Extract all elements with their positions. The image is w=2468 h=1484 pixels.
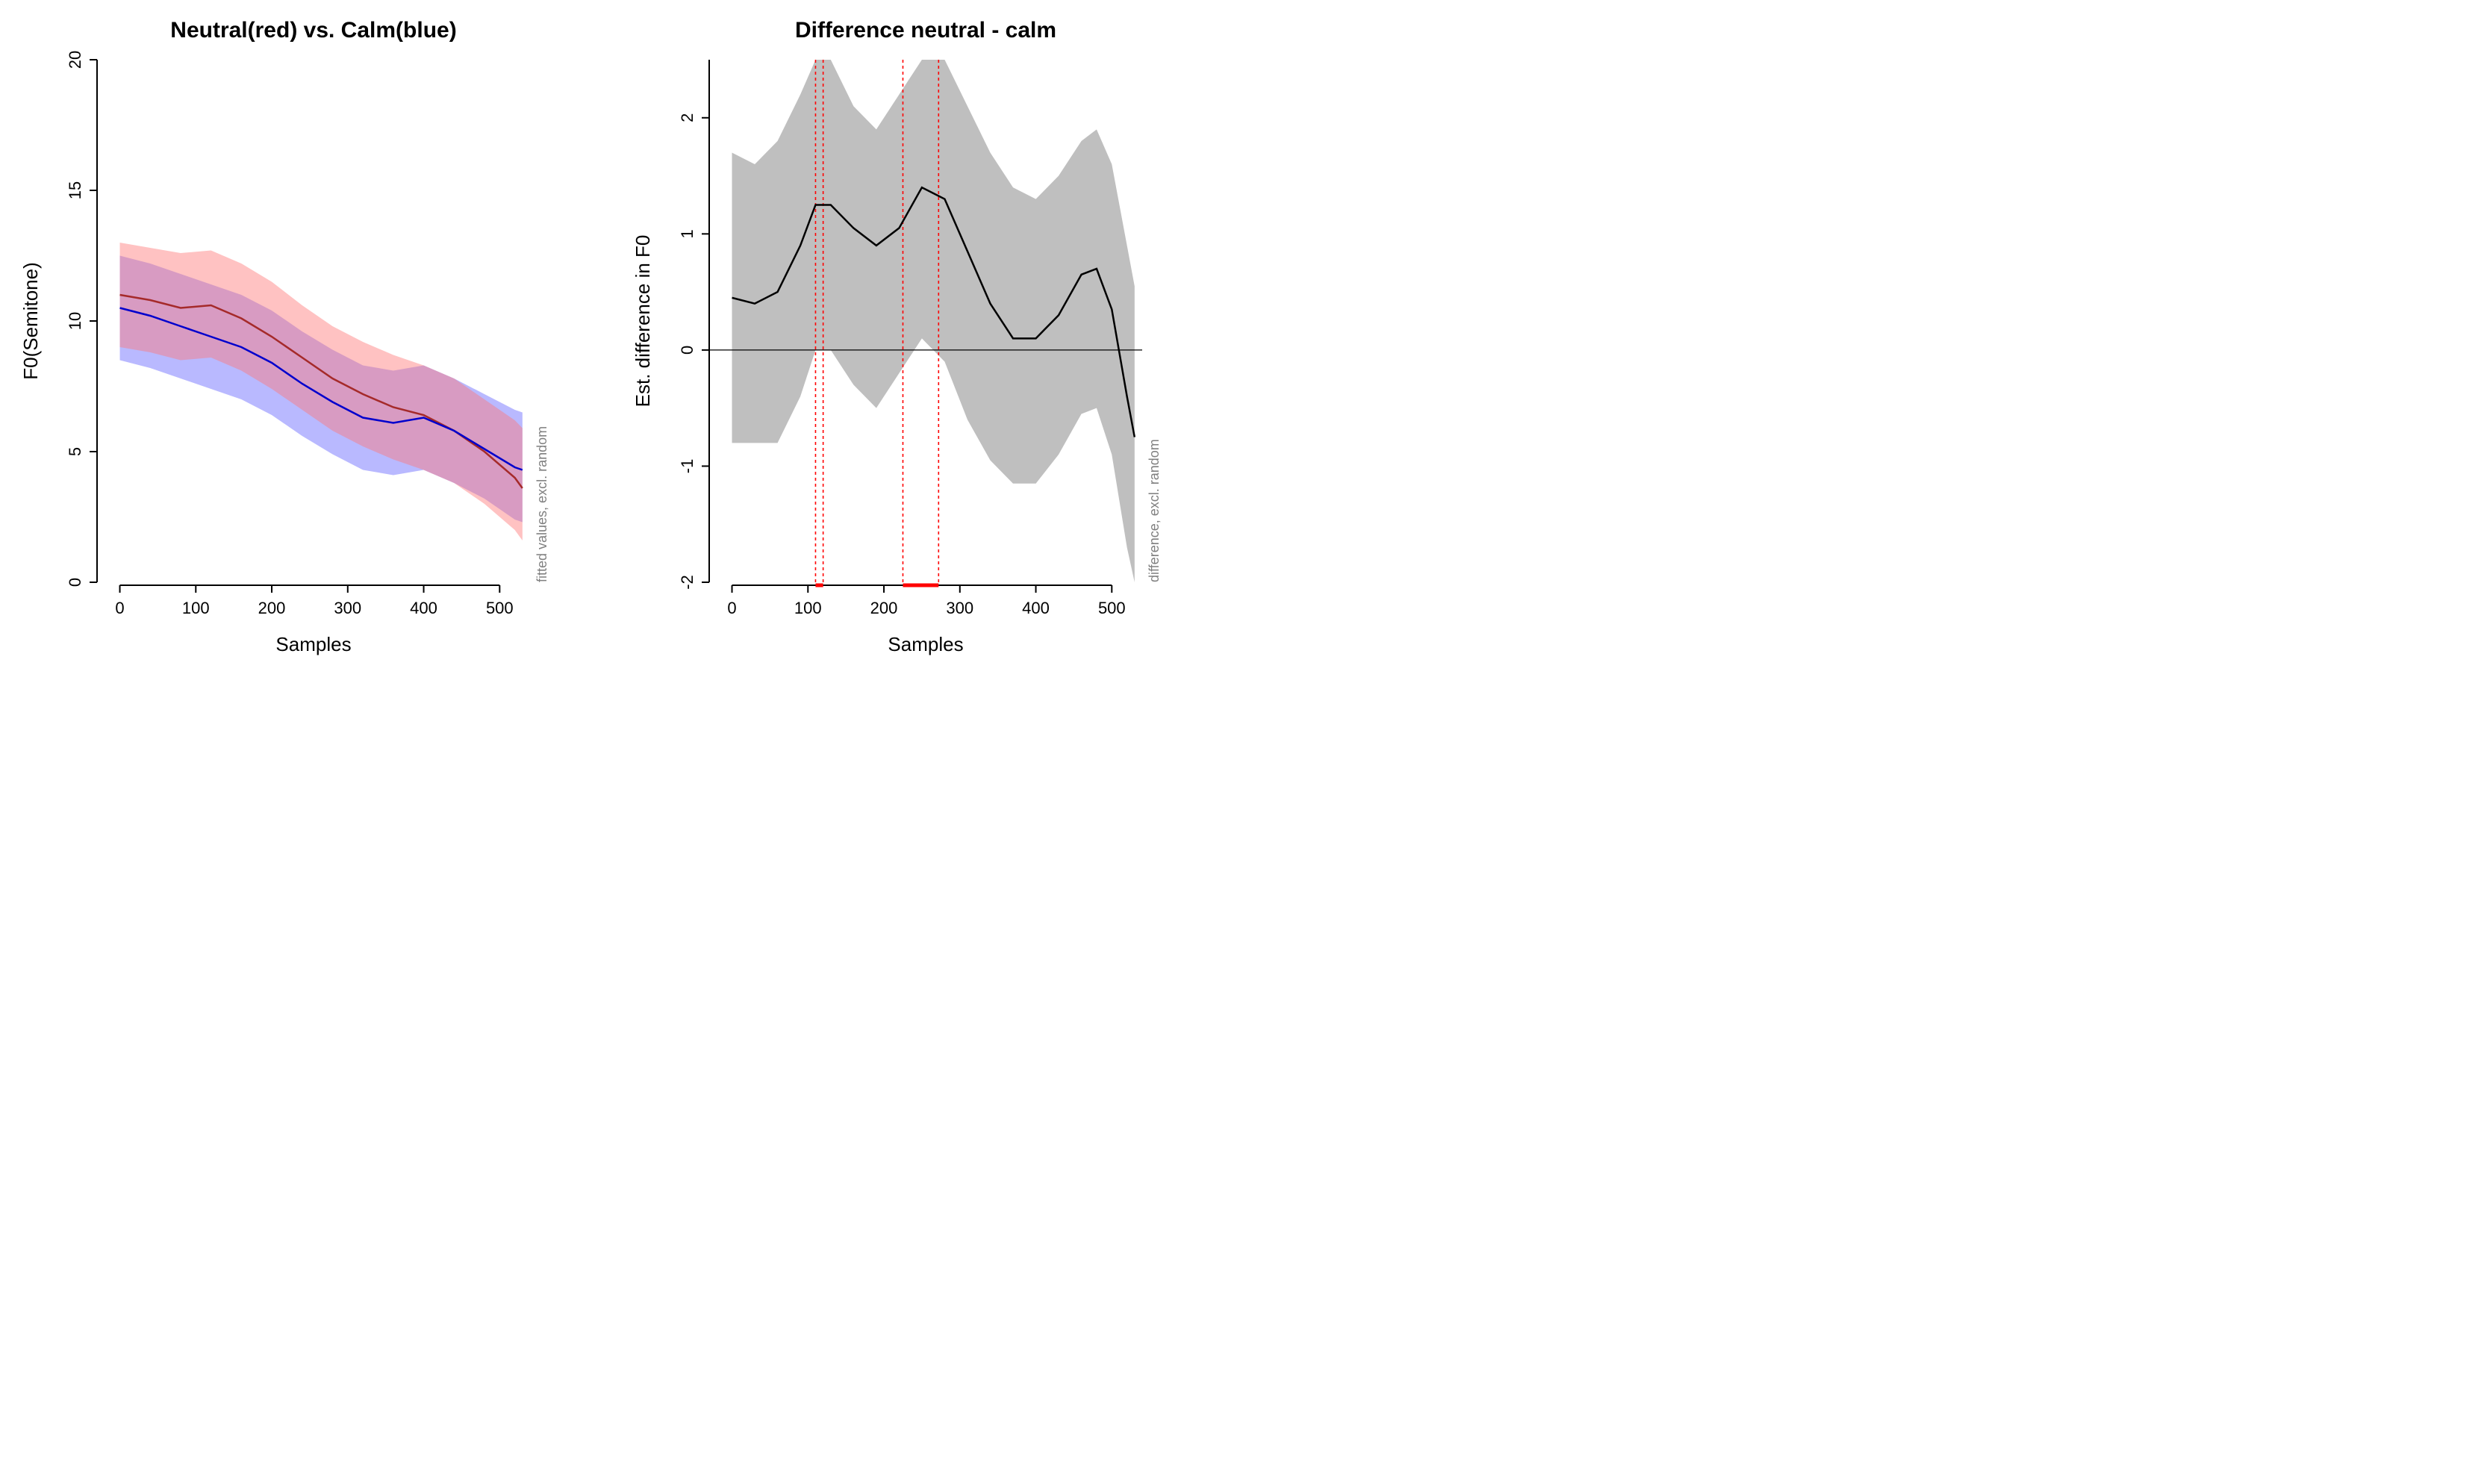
left-ylabel: F0(Semitone): [19, 262, 42, 380]
y-tick-label: -1: [678, 459, 697, 474]
y-tick-label: 2: [678, 113, 697, 122]
y-tick-label: 20: [66, 51, 84, 69]
difference-band: [732, 60, 1135, 582]
y-tick-label: 0: [678, 346, 697, 355]
x-tick-label: 300: [334, 599, 361, 617]
neutral-band: [120, 243, 523, 540]
y-tick-label: 15: [66, 181, 84, 199]
x-tick-label: 0: [727, 599, 736, 617]
right-side-note: difference, excl. random: [1147, 439, 1162, 582]
x-tick-label: 0: [115, 599, 124, 617]
left-side-note: fitted values, excl. random: [535, 426, 549, 582]
x-tick-label: 100: [182, 599, 210, 617]
right-ylabel: Est. difference in F0: [632, 235, 654, 408]
left-chart: Neutral(red) vs. Calm(blue)0510152001002…: [19, 18, 549, 655]
right-chart: Difference neutral - calm -2 -1 0 1 2 0 100 200 3…: [632, 18, 1162, 655]
left-chart-title: Neutral(red) vs. Calm(blue): [170, 18, 456, 43]
x-tick-label: 400: [410, 599, 437, 617]
x-tick-label: 400: [1022, 599, 1050, 617]
x-tick-label: 200: [258, 599, 286, 617]
x-tick-label: 300: [946, 599, 973, 617]
y-tick-label: 0: [66, 578, 84, 587]
x-tick-label: 500: [1098, 599, 1126, 617]
right-xlabel: Samples: [888, 633, 963, 655]
x-tick-label: 200: [870, 599, 898, 617]
y-tick-label: 5: [66, 447, 84, 456]
x-tick-label: 500: [486, 599, 514, 617]
left-xlabel: Samples: [275, 633, 351, 655]
right-chart-title: Difference neutral - calm: [795, 18, 1056, 43]
y-tick-label: -2: [678, 575, 697, 590]
y-tick-label: 10: [66, 312, 84, 330]
y-tick-label: 1: [678, 229, 697, 238]
x-tick-label: 100: [794, 599, 822, 617]
